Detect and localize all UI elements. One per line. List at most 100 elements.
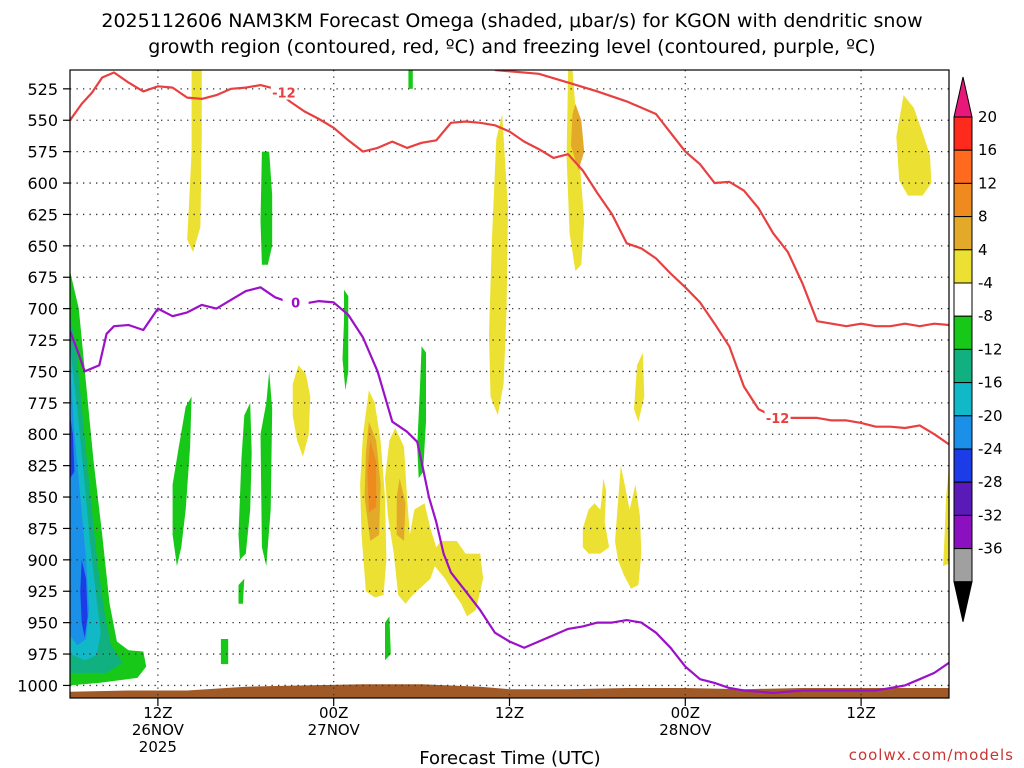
x-tick-label: 26NOV <box>132 721 185 739</box>
y-tick-label: 900 <box>27 551 58 570</box>
omega-region-7-0 <box>80 559 88 638</box>
x-tick-label: 00Z <box>671 704 700 722</box>
terrain-layer <box>70 684 949 698</box>
colorbar-swatch <box>953 548 973 583</box>
colorbar-top-arrow <box>953 76 973 118</box>
colorbar-swatch <box>953 348 973 384</box>
x-tick-label: 2025 <box>139 738 177 756</box>
y-tick-label: 775 <box>27 394 58 413</box>
y-tick-label: 925 <box>27 582 58 601</box>
y-tick-label: 975 <box>27 645 58 664</box>
omega-region-2-0 <box>367 440 377 513</box>
contour-label: -12 <box>272 87 296 102</box>
omega-region-3-4 <box>238 578 245 604</box>
omega-region-0-0 <box>187 70 202 253</box>
terrain-fill <box>70 684 949 698</box>
grid-lines <box>70 70 949 698</box>
contour-lines: -12 -12 0 <box>70 70 949 695</box>
omega-region-0-9 <box>896 95 932 196</box>
omega-region-0-8 <box>634 352 645 422</box>
contour-line--12-1 <box>494 70 949 328</box>
colorbar-label: 16 <box>978 141 997 159</box>
colorbar-label: -32 <box>978 506 1003 524</box>
contour-line--12-0 <box>70 71 949 446</box>
colorbar-label: -16 <box>978 374 1003 392</box>
colorbar-bottom-arrow <box>953 581 973 622</box>
colorbar-label: -8 <box>978 307 993 325</box>
y-tick-label: 550 <box>27 111 58 130</box>
omega-region-0-6 <box>582 478 610 554</box>
omega-region-3-8 <box>385 616 391 661</box>
colorbar-label: -12 <box>978 340 1003 358</box>
colorbar-label: -4 <box>978 274 993 292</box>
contour-label: 0 <box>291 296 300 311</box>
y-tick-label: 850 <box>27 488 58 507</box>
omega-region-1-2 <box>396 478 406 541</box>
plot-area: -12 -12 0 <box>69 69 950 699</box>
y-tick-label: 950 <box>27 614 58 633</box>
y-tick-label: 825 <box>27 457 58 476</box>
colorbar-swatch <box>953 149 973 184</box>
y-axis-ticks: 525 550 575 600 625 650 675 700 725 750 775 800 825 8… <box>17 80 70 695</box>
colorbar-swatch <box>953 282 973 317</box>
credit-text: coolwx.com/models <box>849 746 1014 764</box>
omega-region-0-1 <box>292 365 311 457</box>
colorbar-label: -24 <box>978 440 1003 458</box>
contour-label-bg <box>764 409 791 425</box>
colorbar-label: 20 <box>978 108 997 126</box>
omega-region-3-1 <box>172 396 192 567</box>
omega-region-7-1 <box>70 415 75 479</box>
contour-label: -12 <box>766 412 790 427</box>
omega-region-0-10 <box>943 465 949 567</box>
omega-region-3-10 <box>417 346 426 479</box>
x-axis-title: Forecast Time (UTC) <box>419 748 600 768</box>
colorbar-swatch <box>953 315 973 350</box>
y-tick-label: 1000 <box>17 676 58 695</box>
colorbar-swatch <box>953 415 973 450</box>
colorbar-swatch <box>953 216 973 251</box>
colorbar-swatch <box>953 382 973 417</box>
y-tick-label: 700 <box>27 300 58 319</box>
omega-region-3-2 <box>220 639 229 665</box>
colorbar: 20 16 12 8 4 -4 -8 -12 -16 -20 -24 -28 -32 -36 <box>953 76 1003 622</box>
contour-label-bg <box>282 294 309 310</box>
colorbar-label: -28 <box>978 473 1003 491</box>
chart-title-line-1: 2025112606 NAM3KM Forecast Omega (shaded… <box>101 10 922 32</box>
y-tick-label: 675 <box>27 268 58 287</box>
y-tick-label: 875 <box>27 519 58 538</box>
colorbar-swatch <box>953 116 973 151</box>
y-tick-label: 725 <box>27 331 58 350</box>
colorbar-label: -36 <box>978 540 1003 558</box>
colorbar-label: 8 <box>978 208 988 226</box>
omega-region-3-6 <box>260 371 273 567</box>
colorbar-label: 4 <box>978 241 988 259</box>
colorbar-swatch <box>953 249 973 284</box>
y-tick-label: 525 <box>27 80 58 99</box>
y-tick-label: 625 <box>27 205 58 224</box>
x-tick-label: 12Z <box>495 704 524 722</box>
colorbar-swatch <box>953 448 973 483</box>
omega-region-1-0 <box>571 103 585 171</box>
y-tick-label: 800 <box>27 425 58 444</box>
y-tick-label: 575 <box>27 143 58 162</box>
chart-title-line-2: growth region (contoured, red, ºC) and f… <box>148 36 875 58</box>
x-tick-label: 00Z <box>319 704 348 722</box>
colorbar-label: -20 <box>978 407 1003 425</box>
x-tick-label: 12Z <box>846 704 875 722</box>
colorbar-label: 12 <box>978 174 997 192</box>
omega-region-3-9 <box>408 70 413 89</box>
contour-label-bg <box>270 84 297 100</box>
y-tick-label: 600 <box>27 174 58 193</box>
x-tick-label: 27NOV <box>308 721 361 739</box>
colorbar-swatch <box>953 481 973 516</box>
colorbar-swatch <box>953 182 973 218</box>
y-tick-label: 750 <box>27 362 58 381</box>
omega-region-3-3 <box>238 402 252 560</box>
x-tick-label: 28NOV <box>659 721 712 739</box>
colorbar-swatch <box>953 514 973 550</box>
omega-region-3-5 <box>260 151 273 265</box>
y-tick-label: 650 <box>27 237 58 256</box>
x-tick-label: 12Z <box>143 704 172 722</box>
